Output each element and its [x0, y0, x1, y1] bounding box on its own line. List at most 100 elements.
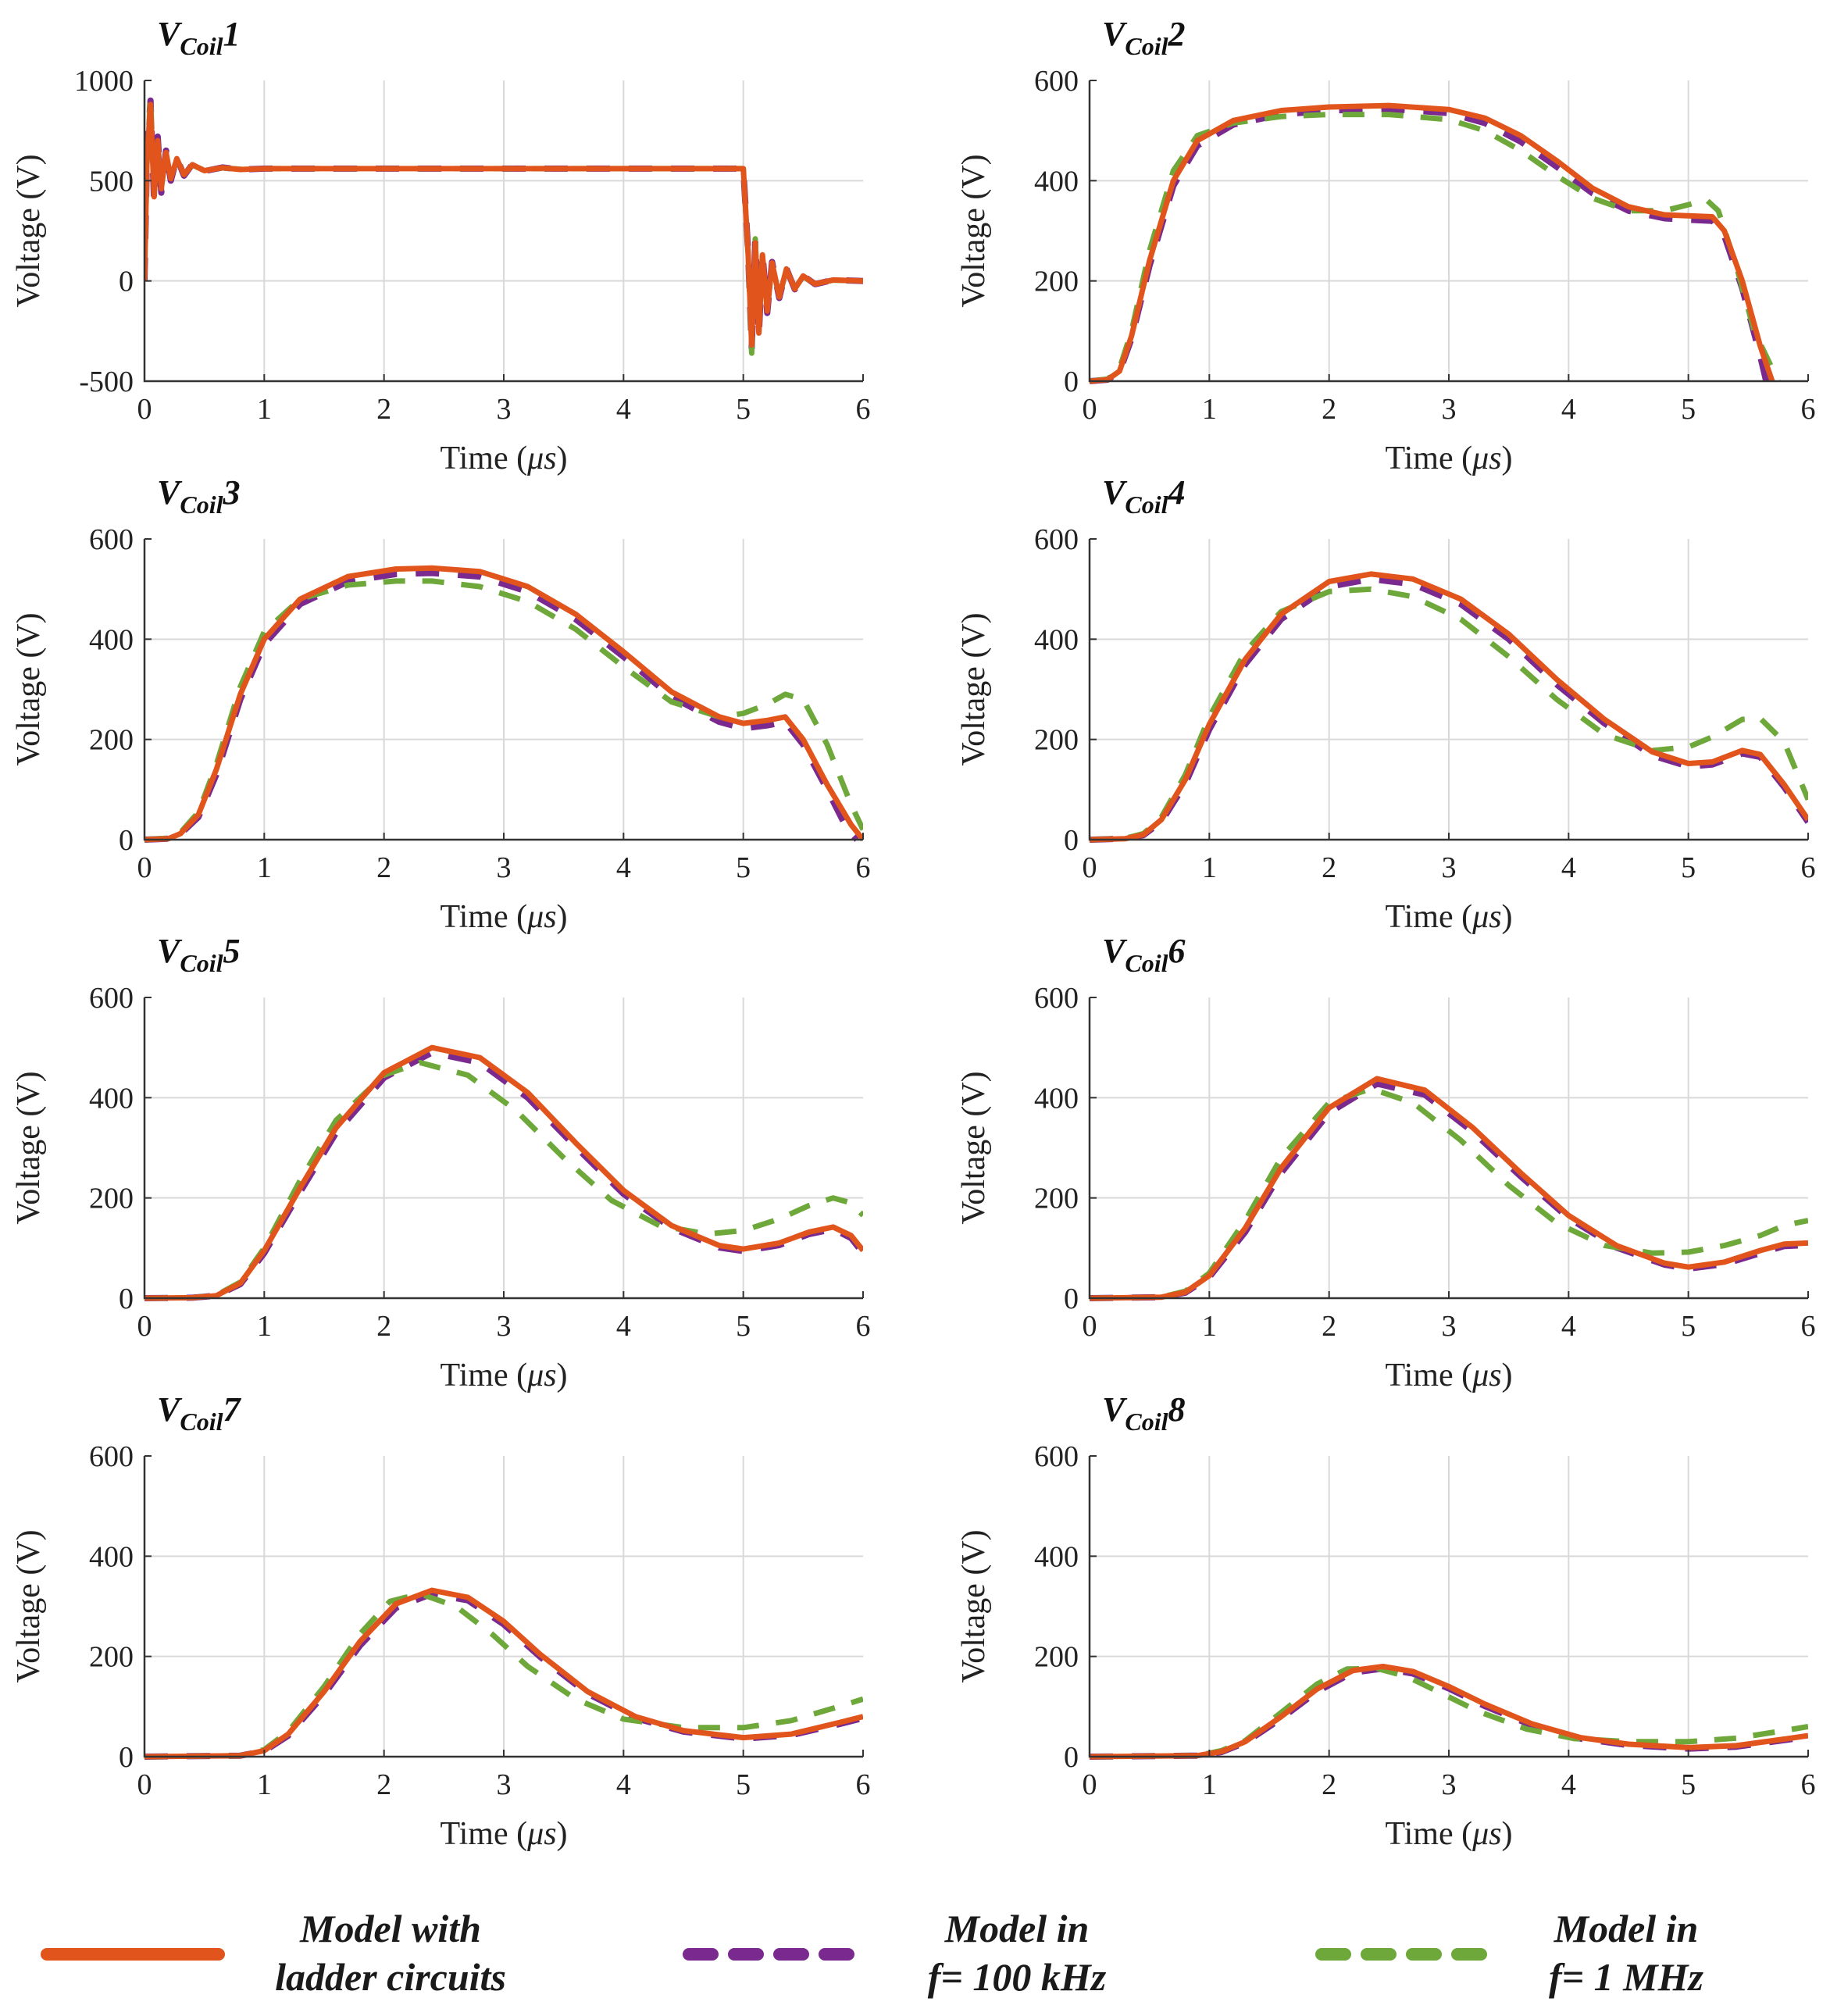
x-axis-label-prefix: Time ( — [1385, 1358, 1472, 1393]
x-tick-label: 1 — [1202, 1768, 1217, 1801]
legend-item-f1M: Model in f= 1 MHz — [1315, 1907, 1704, 1999]
x-tick-label: 2 — [1322, 1310, 1336, 1343]
series-line-ladder — [144, 565, 863, 843]
series-line-f1M — [144, 578, 863, 843]
panel-title-num: 3 — [222, 473, 240, 512]
y-axis-label: Voltage (V) — [11, 1529, 47, 1682]
x-axis-label-prefix: Time ( — [440, 1816, 527, 1852]
y-axis-label: Voltage (V) — [956, 1529, 992, 1682]
y-axis-label: Voltage (V) — [956, 1071, 992, 1224]
y-tick-label: 0 — [1064, 366, 1079, 398]
x-tick-label: 6 — [1801, 393, 1816, 426]
x-axis-label-suffix: ) — [1502, 899, 1513, 935]
y-tick-label: 600 — [89, 523, 134, 556]
x-tick-label: 6 — [856, 393, 871, 426]
series-line-f1M — [144, 1591, 863, 1760]
x-axis-label: Time (μs) — [440, 899, 567, 935]
x-axis-label: Time (μs) — [1385, 1358, 1512, 1393]
x-tick-label: 3 — [497, 1310, 512, 1343]
x-tick-label: 5 — [736, 1310, 751, 1343]
panel-title-sub: Coil — [1125, 1408, 1168, 1436]
x-tick-label: 4 — [616, 1768, 631, 1801]
x-tick-label: 6 — [856, 1310, 871, 1343]
y-tick-label: 500 — [89, 165, 134, 198]
x-tick-label: 0 — [1083, 851, 1097, 884]
panel-vcoil8: 0 1 2 3 4 5 6 0 200 400 600 Time (μs) Voltage (V) VCo… — [956, 1390, 1816, 1852]
x-tick-label: 2 — [1322, 1768, 1336, 1801]
legend-item-f100k: Model in f= 100 kHz — [683, 1907, 1107, 1999]
legend-item-ladder: Model with ladder circuits — [41, 1907, 506, 1999]
x-axis-label-prefix: Time ( — [1385, 899, 1472, 935]
x-tick-label: 1 — [1202, 1310, 1217, 1343]
series-group — [1090, 571, 1808, 843]
x-axis-label-suffix: ) — [1502, 1816, 1513, 1852]
x-tick-label: 3 — [1442, 1768, 1457, 1801]
x-tick-label: 5 — [1681, 1310, 1696, 1343]
x-tick-label: 3 — [1442, 1310, 1457, 1343]
x-tick-label: 4 — [1561, 1768, 1576, 1801]
y-tick-label: 200 — [89, 1641, 134, 1674]
y-tick-label: 0 — [119, 824, 134, 857]
y-tick-label: 600 — [1034, 982, 1079, 1015]
panel-title-num: 7 — [223, 1390, 241, 1429]
panel-title-sub: Coil — [180, 491, 223, 519]
panel-title-num: 8 — [1168, 1390, 1185, 1429]
y-tick-label: 400 — [1034, 1082, 1079, 1115]
y-tick-label: 400 — [89, 623, 134, 656]
series-line-ladder — [1090, 571, 1808, 843]
x-tick-label: 6 — [1801, 1768, 1816, 1801]
series-line-f1M — [1090, 586, 1808, 843]
series-group — [1090, 1076, 1808, 1301]
panel-title-num: 6 — [1168, 932, 1185, 970]
panel-vcoil2: 0 1 2 3 4 5 6 0 200 400 600 Time (μs) Voltage (V) VCo… — [956, 15, 1816, 476]
panel-title-v: V — [157, 15, 183, 53]
legend-label-f1M-line2: f= 1 MHz — [1549, 1955, 1703, 1999]
x-tick-label: 0 — [1083, 1310, 1097, 1343]
legend-label-f1M-line1: Model in — [1554, 1907, 1699, 1950]
legend-label-ladder-line2: ladder circuits — [275, 1955, 506, 1999]
x-axis-label-suffix: ) — [557, 1816, 568, 1852]
series-line-ladder — [1090, 102, 1775, 384]
series-line-ladder — [144, 1587, 863, 1760]
x-tick-label: 1 — [1202, 851, 1217, 884]
x-axis-label-suffix: ) — [1502, 1358, 1513, 1393]
x-tick-label: 5 — [1681, 851, 1696, 884]
y-tick-label: 600 — [1034, 65, 1079, 98]
series-line-f1M — [144, 1059, 863, 1301]
panel-title: VCoil5 — [157, 932, 240, 977]
x-tick-label: 4 — [616, 1310, 631, 1343]
x-axis-label-unit: μs — [1471, 899, 1501, 935]
y-axis-label: Voltage (V) — [11, 154, 47, 307]
x-tick-label: 5 — [1681, 1768, 1696, 1801]
x-tick-label: 4 — [1561, 851, 1576, 884]
x-tick-label: 5 — [736, 851, 751, 884]
x-tick-label: 1 — [257, 1768, 272, 1801]
x-tick-label: 4 — [616, 851, 631, 884]
panel-title-sub: Coil — [1125, 32, 1168, 60]
x-tick-label: 3 — [1442, 393, 1457, 426]
series-line-ladder — [1090, 1076, 1808, 1301]
series-group — [144, 1044, 863, 1301]
x-axis-label-prefix: Time ( — [1385, 1816, 1472, 1852]
series-group — [1090, 1664, 1808, 1760]
series-group — [144, 94, 863, 356]
panel-vcoil5: 0 1 2 3 4 5 6 0 200 400 600 Time (μs) Voltage (V) VCo… — [11, 932, 871, 1393]
x-axis-label-suffix: ) — [557, 899, 568, 935]
y-tick-label: 0 — [119, 1283, 134, 1315]
x-tick-label: 1 — [1202, 393, 1217, 426]
series-line-f1M — [1090, 1665, 1808, 1760]
legend-label-f100k-line2: f= 100 kHz — [928, 1955, 1107, 1999]
panel-title-num: 5 — [223, 932, 240, 970]
panel-title-sub: Coil — [180, 949, 223, 977]
x-axis-label: Time (μs) — [440, 1816, 567, 1852]
x-tick-label: 0 — [137, 1768, 152, 1801]
y-tick-label: 200 — [89, 724, 134, 757]
x-axis-label: Time (μs) — [440, 441, 567, 476]
panel-vcoil7: 0 1 2 3 4 5 6 0 200 400 600 Time (μs) Voltage (V) VCo… — [11, 1390, 871, 1852]
x-axis-label: Time (μs) — [440, 1358, 567, 1393]
x-tick-label: 2 — [376, 393, 391, 426]
series-group — [144, 565, 863, 843]
y-tick-label: 400 — [1034, 1540, 1079, 1573]
x-tick-label: 6 — [1801, 851, 1816, 884]
